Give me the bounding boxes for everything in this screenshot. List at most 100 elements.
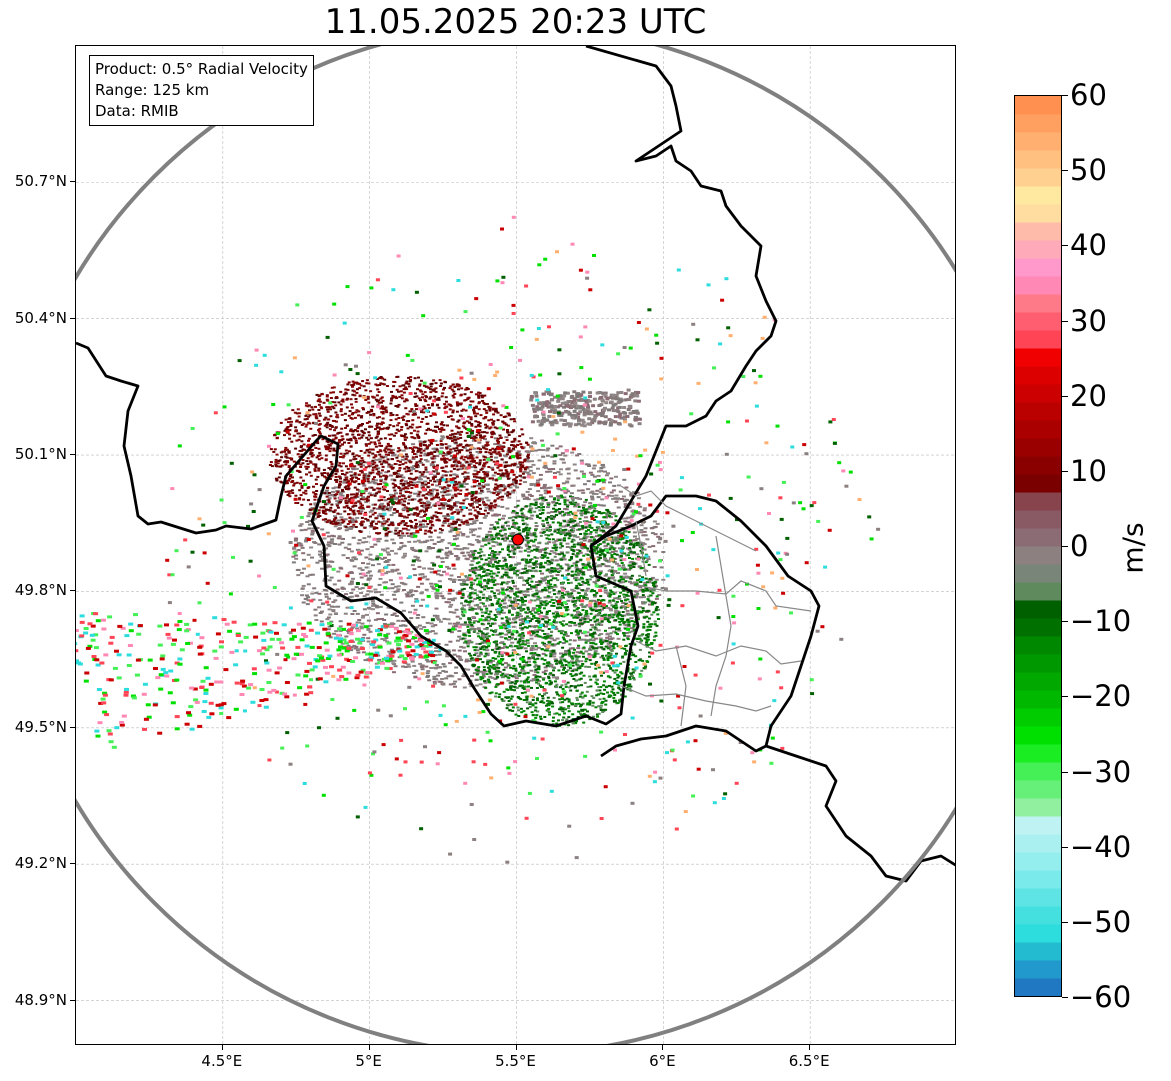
admin-border-0 (620, 485, 757, 552)
data-source-label: Data: RMIB (95, 102, 179, 120)
colorbar-swatch (1015, 978, 1061, 996)
colorbar-swatch (1015, 384, 1061, 403)
lat-tick-mark (70, 454, 75, 456)
colorbar-tick-label: 50 (1070, 153, 1107, 188)
colorbar-swatch (1015, 330, 1061, 349)
country-borders (76, 46, 955, 883)
colorbar-swatch (1015, 96, 1061, 115)
colorbar-tick-mark (1062, 245, 1068, 247)
colorbar-swatch (1015, 942, 1061, 961)
lon-tick-mark (221, 1045, 223, 1050)
colorbar-swatch (1015, 834, 1061, 853)
lat-tick-label: 49.2°N (14, 854, 67, 873)
colorbar-tick-mark (1062, 546, 1068, 547)
colorbar-tick-mark (1062, 921, 1068, 923)
colorbar-tick-label: 40 (1070, 228, 1107, 263)
colorbar-swatch (1015, 204, 1061, 223)
colorbar-tick-mark (1062, 771, 1068, 773)
lat-tick-label: 50.4°N (14, 308, 67, 327)
radar-site-marker (511, 533, 524, 546)
colorbar-tick-label: 0 (1070, 529, 1089, 563)
colorbar-swatch (1015, 672, 1061, 691)
border-line-0 (76, 46, 778, 728)
map-gridlines (76, 46, 955, 1044)
lat-tick-mark (70, 863, 75, 865)
colorbar-swatch (1015, 186, 1061, 205)
border-line-2 (765, 744, 955, 883)
colorbar-tick-mark (1062, 95, 1068, 96)
colorbar-tick-label: 10 (1070, 453, 1107, 488)
colorbar-swatch (1015, 420, 1061, 439)
lat-tick-mark (70, 317, 75, 319)
colorbar-tick-mark (1062, 621, 1068, 623)
colorbar-swatch (1015, 816, 1061, 835)
lat-tick-label: 48.9°N (14, 990, 67, 1009)
colorbar-tick-label: 30 (1070, 303, 1107, 338)
colorbar-swatch (1015, 744, 1061, 763)
colorbar-swatch (1015, 780, 1061, 799)
lon-tick-mark (368, 1045, 370, 1050)
admin-border-3 (620, 685, 772, 712)
admin-border-6 (675, 645, 687, 727)
colorbar-tick-label: −60 (1070, 980, 1132, 1014)
colorbar-swatch (1015, 294, 1061, 313)
colorbar-swatch (1015, 888, 1061, 907)
colorbar-swatch (1015, 402, 1061, 421)
chart-title: 11.05.2025 20:23 UTC (324, 2, 707, 42)
lat-tick-mark (70, 999, 75, 1001)
colorbar-tick-mark (1062, 846, 1068, 848)
border-line-1 (590, 494, 821, 758)
colorbar-swatch (1015, 258, 1061, 277)
colorbar-swatch (1015, 906, 1061, 925)
admin-border-5 (710, 535, 732, 717)
product-info-box: Product: 0.5° Radial Velocity Range: 125… (89, 55, 314, 126)
colorbar-tick-mark (1062, 320, 1068, 322)
lon-tick-label: 6°E (649, 1052, 676, 1070)
colorbar-swatch (1015, 312, 1061, 331)
radar-echoes (76, 215, 881, 864)
colorbar-swatch (1015, 654, 1061, 673)
colorbar-swatch (1015, 924, 1061, 943)
colorbar-swatch (1015, 114, 1061, 133)
lon-tick-label: 5.5°E (495, 1052, 536, 1070)
colorbar-swatch (1015, 474, 1061, 493)
colorbar-unit-label: m/s (1116, 522, 1150, 574)
colorbar-swatch (1015, 690, 1061, 709)
colorbar-tick-label: −40 (1070, 829, 1132, 864)
lat-tick-label: 50.7°N (14, 172, 67, 191)
admin-border-1 (640, 580, 812, 612)
colorbar-swatch (1015, 582, 1061, 601)
colorbar-swatch (1015, 564, 1061, 583)
colorbar-tick-label: 60 (1070, 78, 1107, 112)
colorbar-swatch (1015, 708, 1061, 727)
radar-map[interactable] (75, 45, 956, 1045)
velocity-colorbar (1014, 95, 1062, 997)
colorbar-swatch (1015, 150, 1061, 169)
lon-tick-mark (809, 1045, 811, 1050)
map-canvas (76, 46, 955, 1044)
colorbar-swatch (1015, 762, 1061, 781)
lon-tick-label: 5°E (355, 1052, 382, 1070)
colorbar-swatch (1015, 366, 1061, 385)
colorbar-tick-label: −30 (1070, 754, 1132, 789)
colorbar-tick-label: −50 (1070, 904, 1132, 939)
colorbar-swatch (1015, 222, 1061, 241)
colorbar-swatch (1015, 798, 1061, 817)
colorbar-swatch (1015, 960, 1061, 979)
colorbar-swatch (1015, 870, 1061, 889)
colorbar-swatch (1015, 492, 1061, 511)
admin-border-4 (635, 520, 647, 577)
admin-border-2 (635, 640, 802, 665)
lat-tick-mark (70, 726, 75, 728)
colorbar-swatch (1015, 618, 1061, 637)
colorbar-tick-label: −10 (1070, 604, 1132, 639)
lat-tick-label: 50.1°N (14, 445, 67, 464)
colorbar-tick-label: 20 (1070, 378, 1107, 413)
lon-tick-label: 4.5°E (201, 1052, 243, 1070)
colorbar-swatch (1015, 132, 1061, 151)
colorbar-tick-mark (1062, 997, 1068, 998)
colorbar-gradient (1015, 96, 1061, 996)
colorbar-swatch (1015, 438, 1061, 457)
colorbar-swatch (1015, 510, 1061, 529)
colorbar-tick-label: −20 (1070, 679, 1132, 714)
